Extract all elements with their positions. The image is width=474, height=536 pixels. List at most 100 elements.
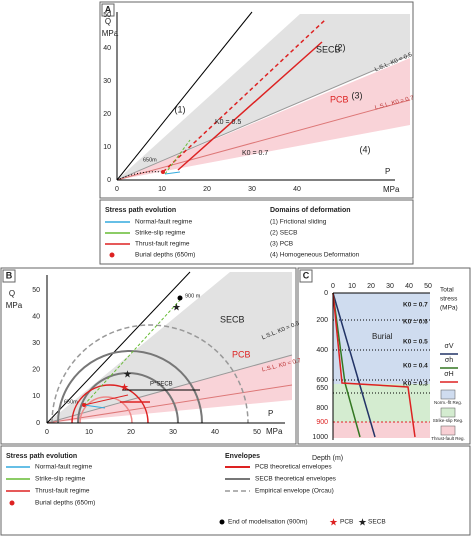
x-tick-label: 10: [158, 186, 166, 193]
label: K0 = 0.4: [403, 363, 428, 370]
y-tick-label: 0: [36, 420, 40, 427]
legend-marker: [9, 500, 15, 506]
label: (3) PCB: [270, 241, 293, 248]
y-tick-label: 200: [316, 317, 328, 324]
label: Strike-slip regime: [35, 476, 86, 483]
x-tick-label: 50: [424, 283, 432, 290]
label: σV: [445, 343, 454, 350]
label: PCB theoretical envelopes: [255, 464, 332, 471]
secb-star: ★: [172, 303, 181, 314]
label: MPa: [102, 29, 119, 38]
label: K0 = 0.5: [215, 119, 241, 126]
domain-label: (4): [360, 144, 371, 154]
label: σH: [444, 371, 453, 378]
label: PCB: [330, 94, 349, 104]
label-frame: [299, 269, 313, 283]
legend-b-frame: [0, 445, 471, 536]
frictional-line: [46, 271, 191, 424]
end-marker: [177, 295, 183, 301]
panel-label: B: [6, 270, 13, 280]
label: SECB: [220, 314, 245, 324]
label: Burial: [372, 332, 393, 341]
label: Depth (m): [312, 455, 343, 462]
lsl-05: [46, 354, 293, 424]
pcb-envelope: [79, 396, 133, 424]
secb-envelope: [77, 372, 179, 424]
x-tick-label: 40: [293, 186, 301, 193]
label: 900 m: [185, 293, 201, 299]
label: PCB: [232, 349, 251, 359]
label: Thrust-fault regime: [135, 241, 190, 248]
y-tick-label: 40: [32, 313, 40, 320]
label: Norm.-flt Reg.: [434, 400, 462, 405]
legend-swatch: [440, 389, 456, 400]
pcb-envelope: [71, 384, 149, 424]
label: K0 = 0.7: [403, 302, 428, 309]
y-tick-label: 20: [103, 111, 111, 118]
label: Strike-slip regime: [135, 230, 186, 237]
sigma-v: [332, 292, 376, 438]
label: Burial depths (650m): [135, 252, 195, 259]
panel-label: A: [105, 4, 112, 14]
x-tick-label: 20: [127, 429, 135, 436]
y-tick-label: 40: [103, 45, 111, 52]
legend-swatch: [440, 425, 456, 436]
label: Stress path evolution: [105, 207, 176, 214]
x-tick-label: 30: [248, 186, 256, 193]
secb-star: ★: [123, 370, 132, 381]
x-tick-label: 30: [169, 429, 177, 436]
label-frame: [2, 269, 16, 283]
y-tick-label: 900: [316, 419, 328, 426]
panel-b-frame: [0, 267, 297, 445]
panel-label: C: [303, 270, 310, 280]
label: 650m: [64, 399, 78, 405]
secb-envelope: [57, 350, 203, 424]
legend-star: ★: [358, 518, 367, 529]
label: MPa: [6, 301, 23, 310]
stress-path-dashed: [162, 19, 326, 173]
label: Thrust-fault regime: [35, 488, 90, 495]
lsl-05: [116, 54, 411, 181]
y-tick-label: 30: [32, 340, 40, 347]
label: Normal-fault regime: [135, 219, 192, 226]
x-tick-label: 0: [115, 186, 119, 193]
panel-c-frame: [297, 267, 471, 445]
legend-marker: [109, 252, 115, 258]
legend-a-frame: [99, 199, 414, 265]
label: stress: [440, 296, 458, 303]
x-tick-label: 50: [253, 429, 261, 436]
y-tick-label: 30: [103, 78, 111, 85]
sigma-H: [332, 292, 416, 438]
legend-swatch: [440, 407, 456, 418]
y-tick-label: 50: [32, 287, 40, 294]
x-tick-label: 20: [367, 283, 375, 290]
y-tick-label: 50: [103, 12, 111, 19]
lsl-07: [46, 384, 293, 424]
strike-slip-path: [83, 299, 181, 406]
y-tick-label: 10: [32, 393, 40, 400]
burial-path: [116, 171, 164, 181]
domain-label: (1): [175, 104, 186, 114]
label: Strike-slip Reg.: [433, 418, 464, 423]
label: SECB theoretical envelopes: [255, 476, 337, 483]
x-tick-label: 30: [386, 283, 394, 290]
label: P*SECB: [150, 382, 173, 388]
stress-path-solid: [177, 41, 323, 171]
label: Domains of deformation: [270, 207, 351, 214]
label: K0 = 0.3: [403, 381, 428, 388]
label: SECB: [368, 519, 386, 526]
y-tick-label: 0: [107, 177, 111, 184]
y-tick-label: 0: [324, 290, 328, 297]
y-tick-label: 400: [316, 347, 328, 354]
y-tick-label: 1000: [312, 434, 328, 441]
normal-path: [164, 171, 181, 175]
label-frame: [101, 3, 115, 17]
frictional-line: [116, 11, 253, 181]
y-tick-label: 20: [32, 367, 40, 374]
label: P: [385, 167, 390, 176]
normal-region: [333, 293, 430, 384]
label: Normal-fault regime: [35, 464, 92, 471]
label: Empirical envelope (Orcau): [255, 488, 334, 495]
label: Envelopes: [225, 453, 260, 460]
